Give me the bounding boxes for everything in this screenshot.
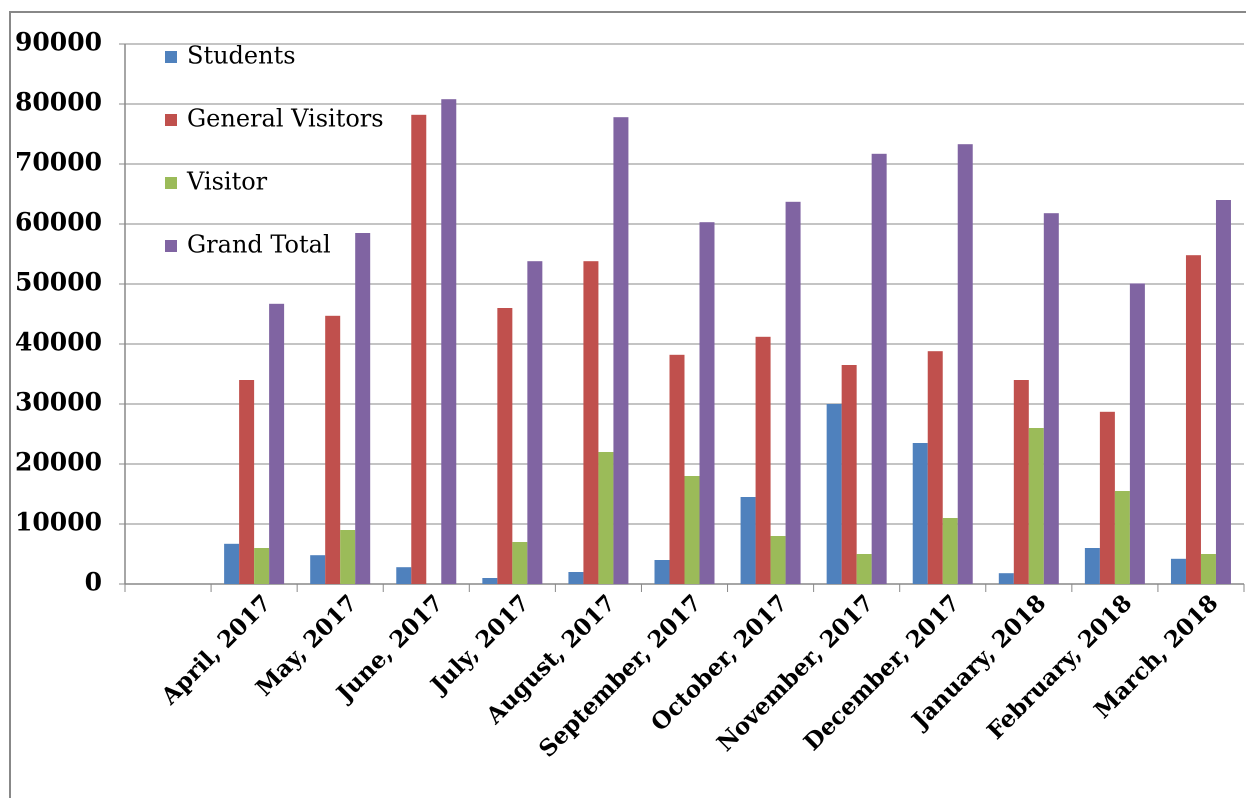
bar xyxy=(755,336,771,584)
bar xyxy=(1013,380,1029,584)
bar xyxy=(269,303,285,584)
bar xyxy=(856,554,872,584)
y-tick-label: 90000 xyxy=(15,28,102,57)
bar xyxy=(669,354,685,584)
bar xyxy=(568,572,584,584)
bar xyxy=(654,560,670,584)
bar xyxy=(613,117,629,584)
legend-swatch xyxy=(165,240,177,252)
bar xyxy=(310,555,326,584)
y-tick-label: 70000 xyxy=(15,148,102,177)
bar xyxy=(512,542,528,584)
bar xyxy=(826,404,842,584)
bar xyxy=(1185,255,1201,584)
legend-label: Visitor xyxy=(186,168,268,196)
bar xyxy=(770,536,786,584)
bar xyxy=(482,578,498,584)
legend-swatch xyxy=(165,51,177,63)
bar xyxy=(1129,283,1145,584)
bar xyxy=(598,452,614,584)
bar xyxy=(957,144,973,584)
x-tick-label: February, 2018 xyxy=(982,589,1137,744)
y-tick-label: 60000 xyxy=(15,208,102,237)
x-tick-label: April, 2017 xyxy=(155,589,276,710)
y-tick-label: 80000 xyxy=(15,88,102,117)
bar xyxy=(942,518,958,584)
bar xyxy=(497,308,513,584)
bar xyxy=(1114,491,1130,584)
y-tick-label: 40000 xyxy=(15,328,102,357)
bar xyxy=(411,114,427,585)
bar xyxy=(254,548,270,584)
bar xyxy=(740,497,756,584)
y-tick-label: 0 xyxy=(85,568,102,597)
bar xyxy=(355,233,371,584)
bar xyxy=(684,476,700,584)
x-tick-label: December, 2017 xyxy=(799,589,966,756)
bar xyxy=(527,261,543,584)
bar xyxy=(325,315,341,584)
bar xyxy=(1028,428,1044,584)
y-tick-label: 10000 xyxy=(15,508,102,537)
frame xyxy=(9,11,1246,798)
bar xyxy=(699,222,715,584)
bar xyxy=(912,443,928,584)
legend-label: General Visitors xyxy=(187,105,384,133)
bar xyxy=(1215,200,1231,584)
bar xyxy=(998,573,1014,584)
bar xyxy=(239,380,255,584)
x-tick-label: September, 2017 xyxy=(534,589,707,762)
x-tick-label: November, 2017 xyxy=(712,589,880,757)
bar xyxy=(1099,411,1115,584)
y-tick-label: 30000 xyxy=(15,388,102,417)
y-tick-label: 20000 xyxy=(15,448,102,477)
legend-swatch xyxy=(165,177,177,189)
legend-swatch xyxy=(165,114,177,126)
bar xyxy=(927,351,943,584)
bar xyxy=(1043,213,1059,584)
bar xyxy=(224,543,240,584)
bar xyxy=(1084,548,1100,584)
bar xyxy=(841,365,857,584)
bar xyxy=(441,99,457,584)
legend-label: Grand Total xyxy=(187,231,331,259)
y-tick-label: 50000 xyxy=(15,268,102,297)
bar xyxy=(1170,558,1186,584)
bar xyxy=(871,153,887,585)
legend-label: Students xyxy=(187,42,296,70)
bar xyxy=(396,567,412,584)
bar xyxy=(1200,554,1216,584)
bar xyxy=(785,201,801,585)
bar xyxy=(340,530,356,584)
bar xyxy=(583,261,599,584)
